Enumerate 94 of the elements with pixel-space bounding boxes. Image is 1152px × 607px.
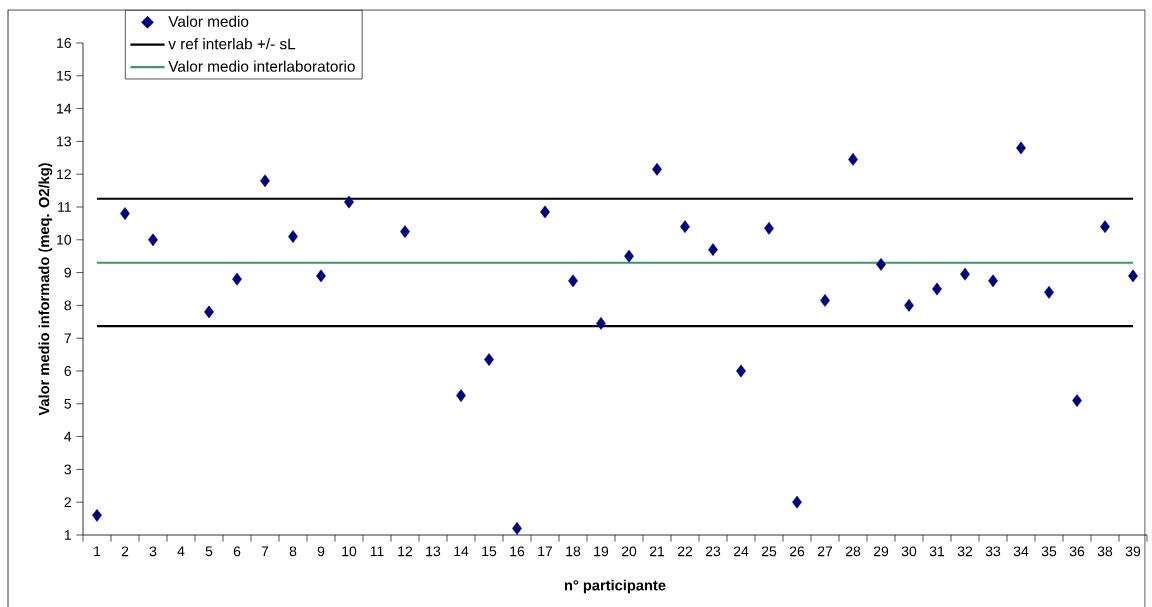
x-tick-label: 30	[901, 546, 917, 557]
point	[708, 243, 718, 257]
point	[1100, 220, 1110, 234]
y-tick-label: 7	[64, 333, 71, 344]
x-tick-label: 27	[817, 546, 833, 557]
x-tick-label: 12	[398, 546, 413, 557]
x-tick-label: 11	[370, 546, 384, 557]
y-tick-label: 15	[57, 70, 72, 81]
x-tick-label: 14	[454, 546, 469, 557]
x-tick-label: 32	[957, 546, 973, 557]
x-tick-label: 10	[342, 546, 357, 557]
x-tick-label: 13	[426, 546, 441, 557]
legend-label: Valor medio interlaboratorio	[168, 60, 355, 72]
y-tick-label: 3	[64, 464, 72, 475]
point	[1128, 269, 1138, 283]
x-tick-label: 39	[1125, 546, 1141, 557]
y-tick-label: 13	[57, 136, 72, 147]
point	[92, 508, 102, 522]
y-tick-label: 9	[64, 267, 71, 278]
y-tick-label: 1	[64, 530, 71, 540]
point	[232, 272, 242, 286]
x-tick-label: 31	[929, 546, 945, 557]
point	[904, 298, 914, 312]
point	[540, 205, 550, 219]
point	[400, 225, 410, 238]
x-tick-label: 3	[149, 546, 157, 557]
x-tick-label: 21	[649, 546, 665, 557]
x-tick-label: 24	[733, 546, 749, 557]
point	[148, 233, 158, 247]
point	[316, 269, 326, 283]
point	[568, 274, 578, 288]
point	[876, 258, 886, 271]
x-tick-label: 20	[621, 546, 637, 557]
point	[736, 364, 746, 378]
x-tick-label: 36	[1069, 546, 1085, 557]
x-tick-label: 8	[289, 546, 297, 557]
y-tick-label: 6	[64, 366, 72, 376]
x-tick-label: 38	[1097, 546, 1113, 557]
y-tick-label: 16	[57, 38, 72, 48]
y-tick-label: 10	[57, 234, 72, 245]
x-tick-label: 4	[177, 546, 185, 557]
y-tick-label: 8	[64, 300, 72, 311]
x-tick-label: 18	[566, 546, 581, 557]
x-tick-label: 2	[121, 546, 129, 557]
point	[260, 174, 270, 188]
y-tick-label: 14	[57, 103, 72, 114]
point	[596, 317, 606, 330]
x-tick-label: 1	[94, 546, 101, 557]
point	[932, 282, 942, 296]
point	[1016, 141, 1026, 155]
point	[820, 294, 830, 307]
x-tick-label: 9	[317, 546, 325, 557]
x-tick-label: 5	[205, 546, 213, 557]
point	[512, 522, 522, 535]
x-tick-label: 19	[594, 546, 609, 557]
x-tick-label: 33	[985, 546, 1001, 557]
point	[1072, 394, 1082, 407]
x-tick-label: 6	[233, 546, 241, 557]
x-tick-label: 15	[482, 546, 497, 557]
point	[652, 162, 662, 176]
point	[792, 495, 802, 509]
point	[204, 305, 214, 319]
point	[960, 267, 970, 281]
x-tick-label: 29	[873, 546, 889, 557]
x-tick-label: 28	[845, 546, 861, 557]
point	[288, 230, 298, 243]
y-tick-label: 12	[57, 169, 71, 180]
point	[848, 153, 858, 166]
point	[484, 353, 494, 366]
legend-label: v ref interlab +/- sL	[168, 38, 296, 50]
x-tick-label: 22	[677, 546, 693, 557]
x-axis-title: n° participante	[564, 579, 666, 594]
y-tick-label: 2	[64, 497, 71, 508]
x-tick-label: 26	[789, 546, 805, 557]
x-tick-label: 25	[761, 546, 777, 557]
y-tick-label: 11	[58, 202, 71, 212]
x-tick-label: 34	[1013, 546, 1029, 557]
x-tick-label: 16	[510, 546, 525, 557]
y-axis-title: Valor medio informado (meq. O2/kg)	[38, 163, 53, 416]
y-tick-label: 4	[64, 431, 72, 442]
x-tick-label: 23	[705, 546, 721, 557]
x-tick-label: 7	[261, 546, 269, 557]
y-tick-label: 5	[64, 398, 72, 409]
point	[456, 389, 466, 402]
point	[680, 220, 690, 234]
point	[344, 195, 354, 209]
x-tick-label: 35	[1041, 546, 1057, 557]
point	[988, 274, 998, 288]
legend-label: Valor medio	[168, 15, 249, 27]
point	[120, 207, 130, 220]
point	[1044, 285, 1054, 299]
point	[624, 249, 634, 263]
point	[764, 221, 774, 235]
x-tick-label: 17	[538, 546, 553, 557]
